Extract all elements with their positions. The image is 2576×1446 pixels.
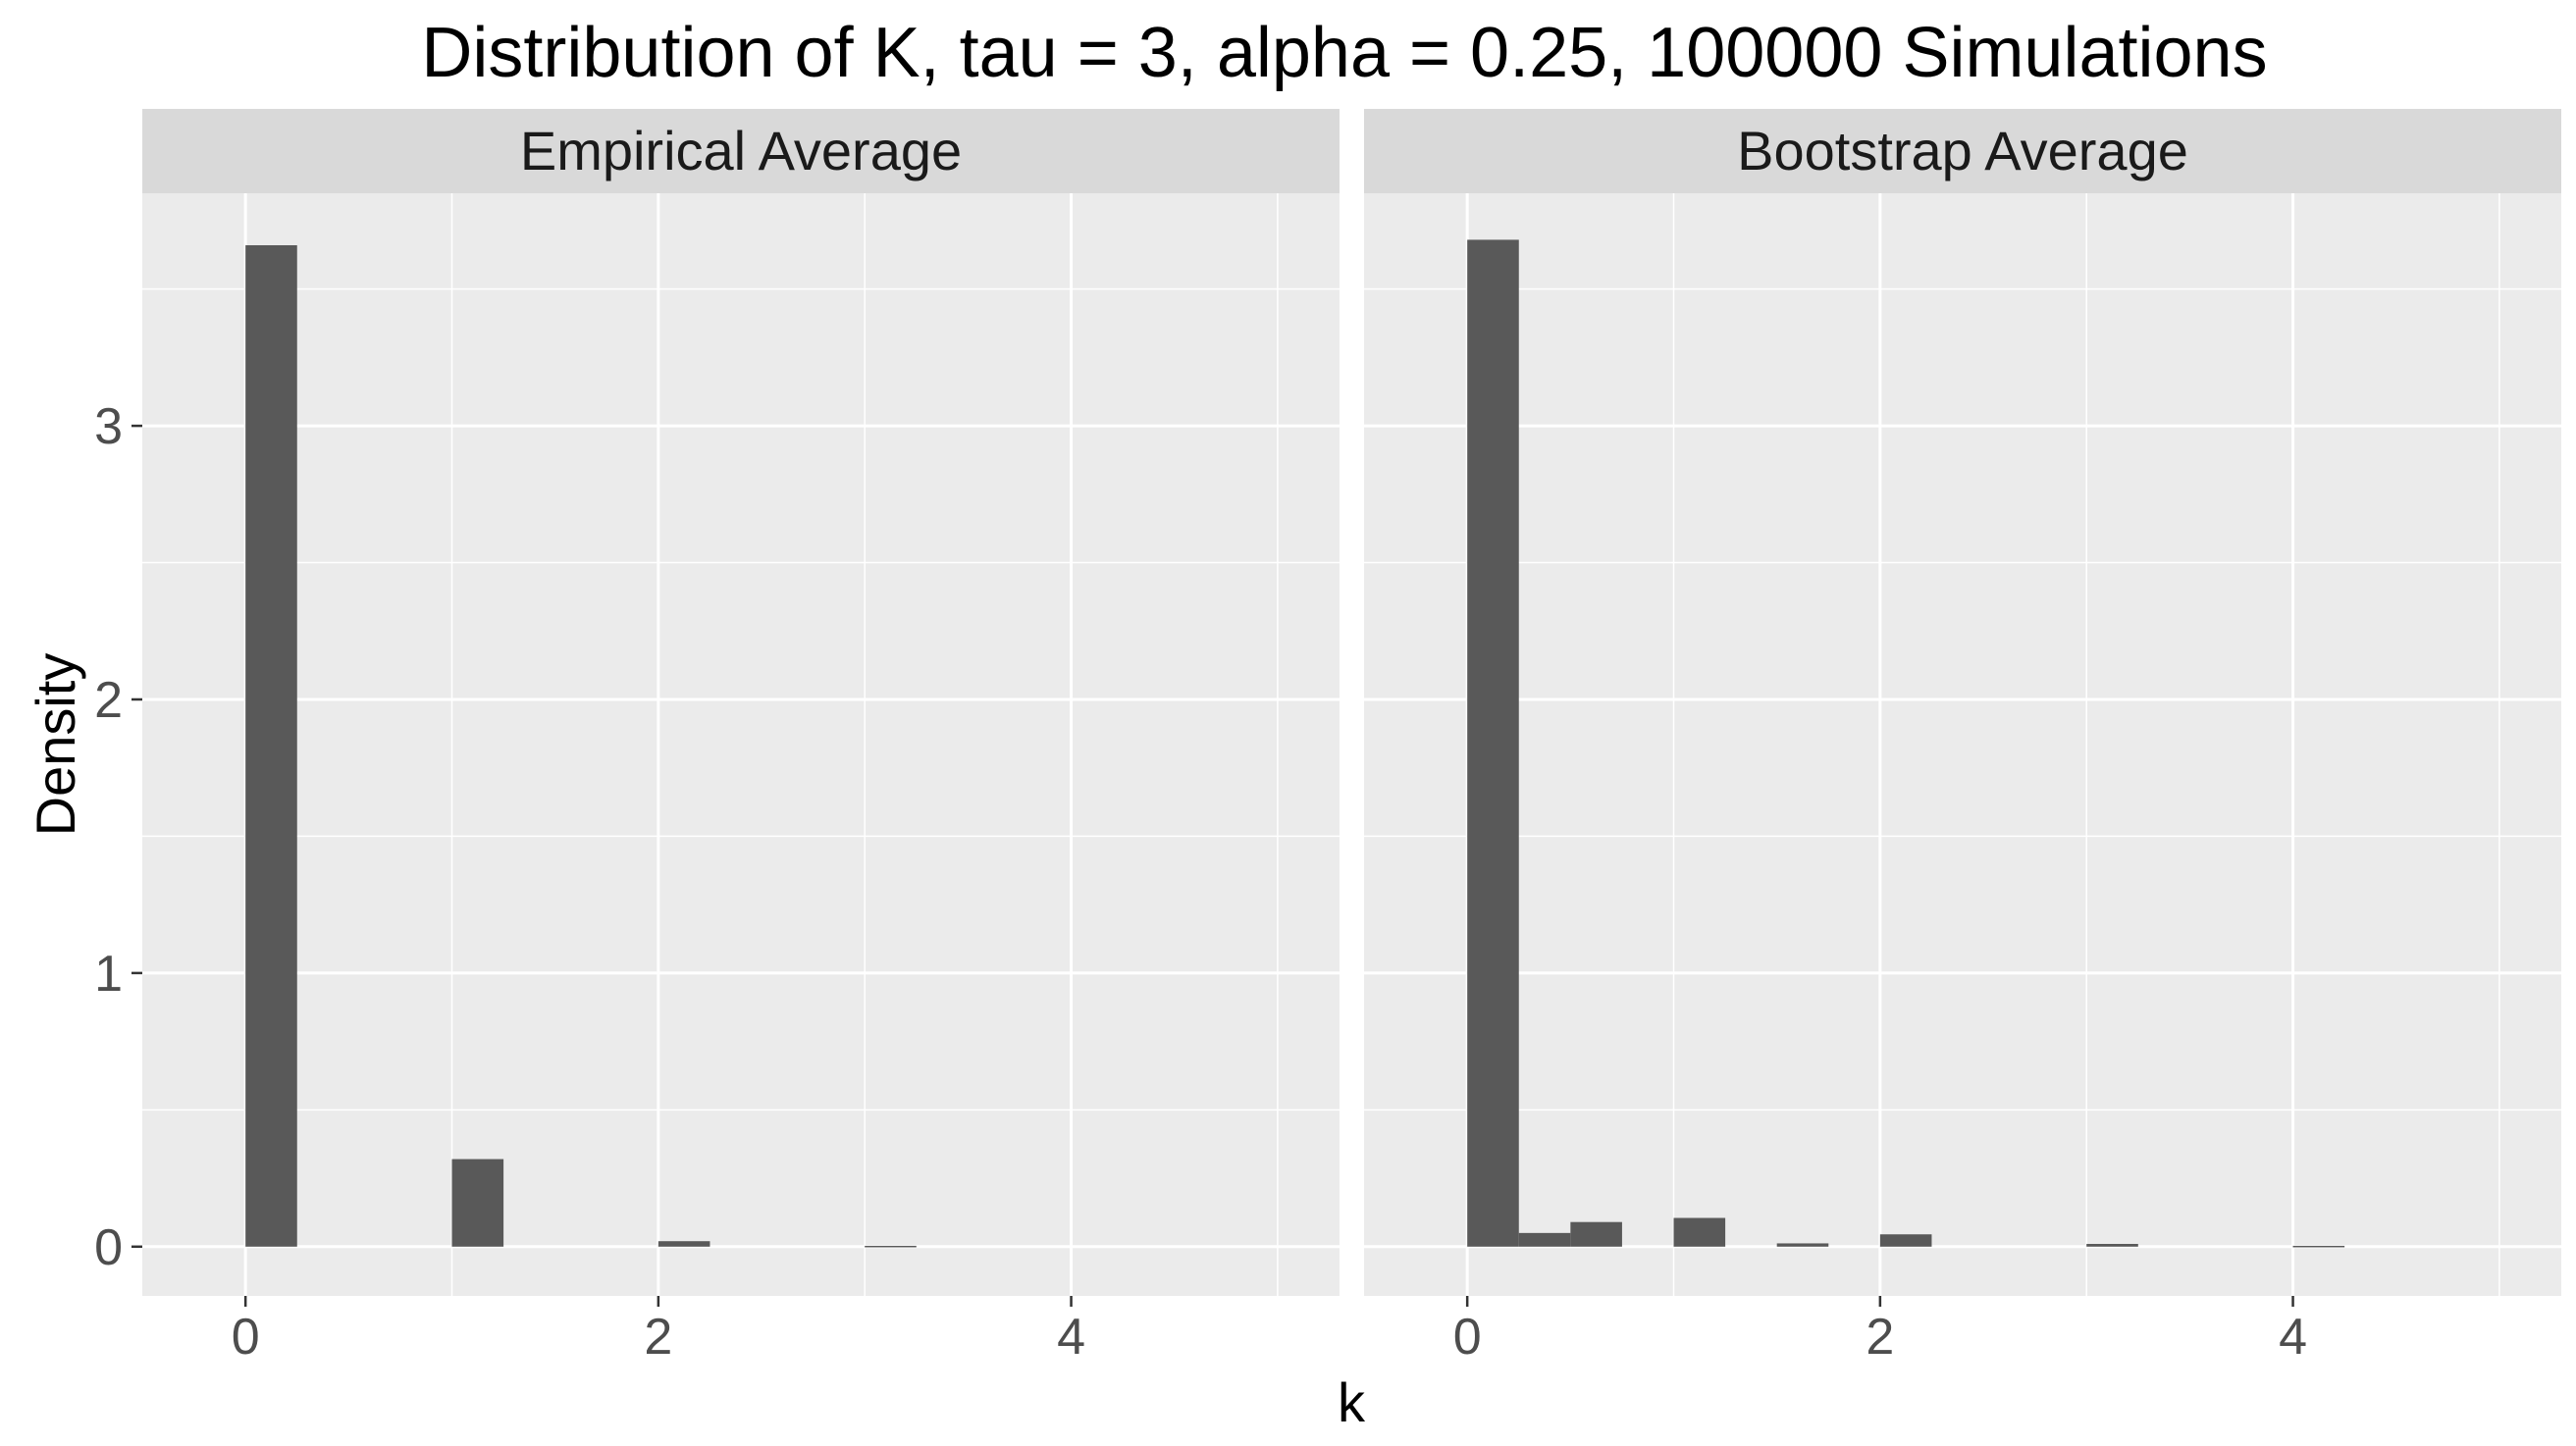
x-tick-label: 0 xyxy=(1453,1309,1482,1366)
strip-background xyxy=(1364,109,2561,193)
panel-bootstrap: Bootstrap Average xyxy=(1364,109,2561,1296)
y-tick-label: 2 xyxy=(94,672,123,729)
x-axis-title: k xyxy=(1338,1371,1366,1433)
y-axis: 0 1 2 3 xyxy=(94,398,142,1276)
histogram-bar xyxy=(1673,1217,1726,1247)
panel-background xyxy=(142,193,1340,1296)
y-tick-label: 3 xyxy=(94,398,123,455)
x-axis-empirical: 0 2 4 xyxy=(232,1296,1085,1366)
histogram-bar xyxy=(2086,1244,2138,1247)
bars xyxy=(245,244,917,1248)
y-axis-title: Density xyxy=(25,653,86,837)
histogram-bar xyxy=(1776,1243,1829,1247)
bars xyxy=(1467,239,2345,1248)
chart-title: Distribution of K, tau = 3, alpha = 0.25… xyxy=(421,14,2267,92)
y-tick-label: 0 xyxy=(94,1219,123,1276)
strip-label-empirical: Empirical Average xyxy=(520,120,962,181)
x-tick-label: 4 xyxy=(1057,1309,1085,1366)
panel-background xyxy=(1364,193,2561,1296)
x-tick-label: 2 xyxy=(644,1309,672,1366)
histogram-bar xyxy=(1879,1234,1932,1247)
histogram-bar xyxy=(451,1159,504,1247)
histogram-bar xyxy=(865,1245,917,1248)
y-tick-label: 1 xyxy=(94,946,123,1003)
x-axis-bootstrap: 0 2 4 xyxy=(1453,1296,2307,1366)
x-tick-label: 0 xyxy=(232,1309,260,1366)
histogram-bar xyxy=(1467,239,1519,1247)
histogram-bar xyxy=(245,244,297,1247)
histogram-bar xyxy=(2292,1245,2345,1248)
panel-empirical: Empirical Average xyxy=(142,109,1340,1296)
strip-label-bootstrap: Bootstrap Average xyxy=(1737,120,2188,181)
x-tick-label: 2 xyxy=(1866,1309,1894,1366)
histogram-bar xyxy=(1570,1221,1622,1247)
x-tick-label: 4 xyxy=(2279,1309,2307,1366)
strip-background xyxy=(142,109,1340,193)
histogram-bar xyxy=(657,1241,710,1247)
histogram-bar xyxy=(1518,1232,1571,1247)
grid-lines xyxy=(142,193,1340,1296)
